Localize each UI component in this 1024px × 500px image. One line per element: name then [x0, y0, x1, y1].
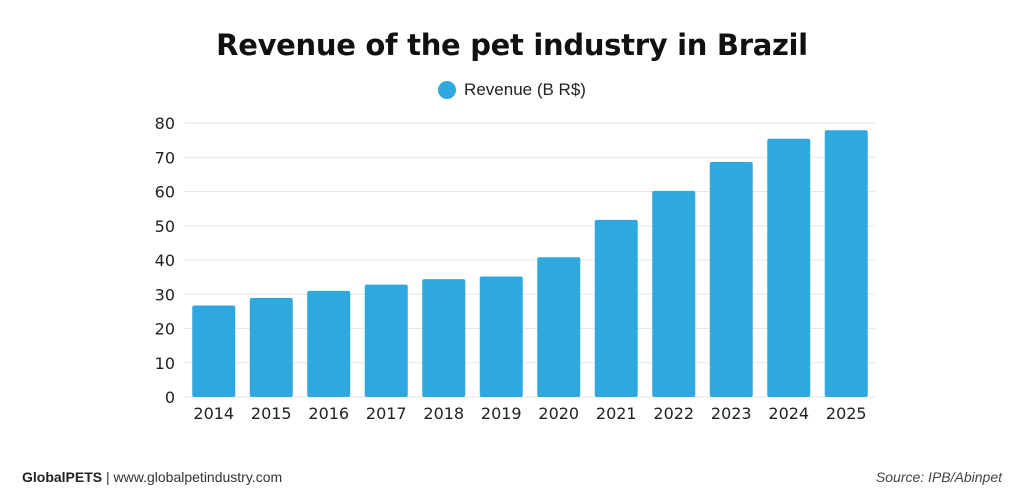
gridlines [185, 122, 875, 398]
y-tick-label: 0 [165, 388, 175, 407]
x-tick-label: 2019 [481, 404, 522, 423]
bar-2016 [307, 290, 351, 397]
bars [192, 130, 868, 397]
y-tick-label: 30 [155, 285, 175, 304]
x-tick-label: 2015 [251, 404, 292, 423]
x-tick-label: 2025 [826, 404, 867, 423]
bar-2014 [192, 305, 236, 397]
bar-2024 [767, 138, 811, 397]
x-tick-label: 2016 [308, 404, 349, 423]
bar-2022 [652, 190, 696, 397]
source-note: Source: IPB/Abinpet [875, 469, 1002, 485]
y-tick-label: 70 [155, 148, 175, 167]
x-tick-label: 2018 [423, 404, 464, 423]
x-tick-label: 2022 [653, 404, 694, 423]
bar-2023 [709, 162, 753, 397]
chart-title: Revenue of the pet industry in Brazil [216, 28, 808, 62]
bar-2017 [364, 284, 408, 397]
y-tick-label: 40 [155, 251, 175, 270]
x-tick-label: 2020 [538, 404, 579, 423]
x-tick-label: 2023 [711, 404, 752, 423]
x-tick-label: 2021 [596, 404, 637, 423]
y-tick-label: 10 [155, 354, 175, 373]
bar-2018 [422, 279, 466, 397]
y-tick-label: 60 [155, 183, 175, 202]
chart-legend: Revenue (B R$) [0, 80, 1024, 100]
footer-credit: GlobalPETS | www.globalpetindustry.com [22, 469, 282, 485]
footer-separator: | [102, 469, 114, 485]
x-tick-label: 2014 [193, 404, 234, 423]
y-axis-ticks: 0 10 20 30 40 50 60 70 80 [155, 114, 175, 407]
bar-2020 [537, 257, 581, 397]
y-tick-label: 20 [155, 320, 175, 339]
x-tick-label: 2024 [768, 404, 809, 423]
legend-marker [438, 81, 457, 99]
bar-2021 [594, 219, 638, 397]
bar-2019 [479, 276, 523, 397]
bar-2015 [249, 298, 293, 397]
y-tick-label: 50 [155, 217, 175, 236]
x-tick-label: 2017 [366, 404, 407, 423]
brand-name: GlobalPETS [22, 469, 103, 485]
bar-2025 [824, 130, 868, 397]
y-tick-label: 80 [155, 114, 175, 133]
legend-label: Revenue (B R$) [464, 80, 586, 99]
website-link[interactable]: www.globalpetindustry.com [113, 469, 283, 485]
x-axis-ticks: 2014 2015 2016 2017 2018 2019 2020 2021 2022 2023… [193, 404, 866, 423]
